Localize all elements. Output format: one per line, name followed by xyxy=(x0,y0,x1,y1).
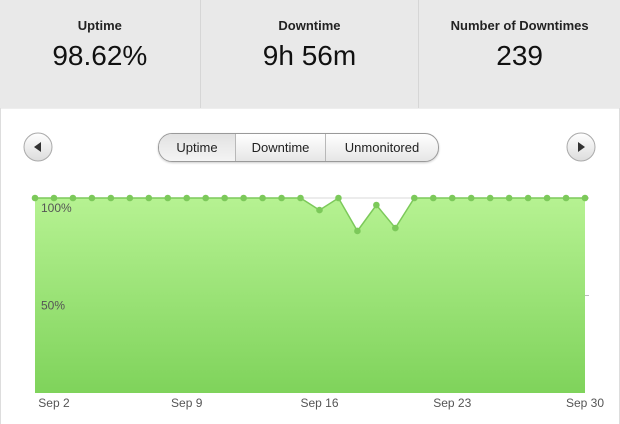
data-point xyxy=(107,194,115,202)
tab[interactable]: Downtime xyxy=(235,134,325,161)
data-point xyxy=(335,194,342,202)
stat-value: 98.62% xyxy=(52,40,148,71)
stat-value: 239 xyxy=(496,40,543,71)
data-point xyxy=(69,194,77,202)
x-tick-label: Sep 23 xyxy=(433,396,471,410)
data-point xyxy=(411,194,418,202)
y-tick-label: 50% xyxy=(41,299,65,313)
data-point xyxy=(467,194,475,202)
x-tick-label: Sep 30 xyxy=(566,396,604,410)
data-point xyxy=(524,194,532,202)
data-point xyxy=(297,194,304,202)
data-point xyxy=(448,194,456,202)
stat-label: Downtime xyxy=(278,18,341,33)
tab[interactable]: Unmonitored xyxy=(325,134,438,161)
stats-bar: Uptime 98.62% Downtime 9h 56m Number of … xyxy=(0,0,620,108)
data-point xyxy=(183,194,191,202)
prev-button[interactable] xyxy=(23,132,53,162)
stat-label: Number of Downtimes xyxy=(450,18,589,33)
stat-label: Uptime xyxy=(77,18,122,33)
data-point xyxy=(145,194,153,202)
data-point xyxy=(373,201,380,209)
tab-group: Uptime Downtime Unmonitored xyxy=(158,133,439,162)
data-point xyxy=(259,194,266,202)
data-point xyxy=(505,194,513,202)
next-button[interactable] xyxy=(566,132,596,162)
data-point xyxy=(392,224,399,232)
data-point xyxy=(486,194,494,202)
data-point xyxy=(164,194,172,202)
data-point xyxy=(221,194,228,202)
stat: Uptime 98.62% xyxy=(0,0,200,108)
data-point xyxy=(31,194,39,202)
stat-value: 9h 56m xyxy=(262,40,357,71)
data-point xyxy=(278,194,285,202)
data-point xyxy=(126,194,134,202)
data-point xyxy=(354,227,361,235)
data-point xyxy=(88,194,96,202)
data-point xyxy=(543,194,551,202)
data-point xyxy=(562,194,570,202)
y-tick-label: 100% xyxy=(41,201,72,215)
area xyxy=(35,198,585,393)
x-tick-label: Sep 16 xyxy=(300,396,338,410)
stat: Number of Downtimes 239 xyxy=(418,0,620,108)
data-point xyxy=(50,194,58,202)
tab[interactable]: Uptime xyxy=(159,134,235,161)
data-point xyxy=(202,194,209,202)
x-tick-label: Sep 2 xyxy=(38,396,70,410)
data-point xyxy=(316,206,323,214)
x-tick-label: Sep 9 xyxy=(171,396,203,410)
data-point xyxy=(581,194,589,202)
data-point xyxy=(429,194,437,202)
data-point xyxy=(240,194,247,202)
stat: Downtime 9h 56m xyxy=(199,0,419,108)
